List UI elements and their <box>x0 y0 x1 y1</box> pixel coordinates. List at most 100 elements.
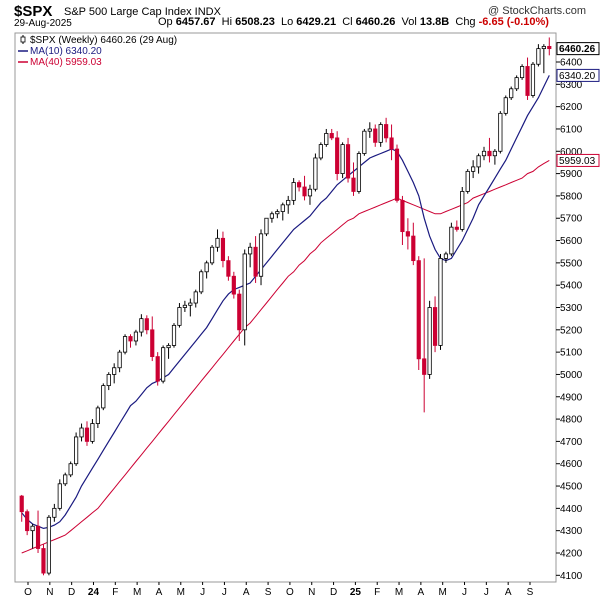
y-tick-label: 5000 <box>560 370 583 381</box>
y-tick-label: 5600 <box>560 236 583 247</box>
candle-body <box>471 166 476 172</box>
candle-body <box>541 45 546 50</box>
legend-price-text: $SPX (Weekly) 6460.26 (29 Aug) <box>30 35 177 46</box>
x-tick-label: J <box>462 587 467 598</box>
candle-body <box>280 204 285 212</box>
candle-body <box>204 262 209 273</box>
candle-body <box>188 302 193 306</box>
y-tick-label: 5100 <box>560 348 583 359</box>
open-value: 6457.67 <box>175 16 216 28</box>
y-tick-label: 4900 <box>560 392 583 403</box>
low-value: 6429.21 <box>296 16 337 28</box>
y-tick-label: 4600 <box>560 459 583 470</box>
ma10-price-badge-box <box>556 68 600 82</box>
x-tick-label: N <box>308 587 315 598</box>
candle-body <box>166 345 171 349</box>
plot-frame <box>14 32 557 583</box>
chg-value: -6.65 (-0.10%) <box>478 16 549 28</box>
vol-label: Vol <box>401 16 417 28</box>
candle-body <box>449 226 454 255</box>
candle-body <box>253 246 258 277</box>
candle-body <box>378 124 383 143</box>
legend-ma10-text: MA(10) 6340.20 <box>30 46 102 57</box>
candle-body <box>503 97 508 114</box>
candle-body <box>389 137 394 150</box>
x-tick-label: S <box>527 587 534 598</box>
candle-body <box>487 150 492 157</box>
last-price-badge: 6460.26 <box>556 42 600 56</box>
candle-body <box>46 516 51 574</box>
candle-body <box>335 137 340 174</box>
candle-body <box>84 427 90 442</box>
y-tick-label: 4700 <box>560 437 583 448</box>
candle-body <box>106 374 111 387</box>
candle-body <box>215 237 220 248</box>
candle-body <box>182 304 187 308</box>
x-tick-label: O <box>24 587 32 598</box>
candle-body <box>258 233 264 277</box>
x-tick-label: M <box>133 587 141 598</box>
candle-body <box>481 150 487 157</box>
symbol-title: $SPX <box>14 3 53 20</box>
candle-body <box>525 66 530 96</box>
candle-body <box>193 291 198 304</box>
ma10-price-badge: 6340.20 <box>556 68 600 82</box>
candle-body <box>460 191 465 230</box>
x-tick-label: O <box>286 587 294 598</box>
candle-body <box>209 246 215 264</box>
candle-body <box>95 407 100 424</box>
x-tick-label: 24 <box>88 587 100 598</box>
candle-body <box>318 144 323 159</box>
symbol-description: S&P 500 Large Cap Index INDX <box>64 6 221 18</box>
candle-body <box>547 45 552 50</box>
legend-price-swatch-body <box>20 36 26 43</box>
x-tick-label: S <box>265 587 272 598</box>
y-tick-label: 5900 <box>560 169 583 180</box>
candle-body <box>307 188 313 197</box>
candle-body <box>264 217 269 235</box>
legend-ma40-text: MA(40) 5959.03 <box>30 57 102 68</box>
y-tick-label: 5800 <box>560 191 583 202</box>
y-tick-label: 6400 <box>560 58 583 69</box>
candle-body <box>498 112 503 152</box>
source-credit: @ StockCharts.com <box>488 5 586 17</box>
y-tick-label: 5700 <box>560 214 583 225</box>
candle-body <box>275 211 280 215</box>
y-tick-label: 5500 <box>560 258 583 269</box>
x-tick-label: F <box>374 587 380 598</box>
candle-body <box>465 170 470 192</box>
x-tick-label: A <box>156 587 163 598</box>
y-tick-label: 4100 <box>560 571 583 582</box>
candle-body <box>313 157 318 190</box>
candle-body <box>536 48 541 65</box>
candle-body <box>133 331 139 342</box>
x-tick-label: A <box>243 587 250 598</box>
y-tick-label: 6200 <box>560 102 583 113</box>
candle-body <box>514 77 519 90</box>
candle-body <box>19 495 24 513</box>
candle-body <box>74 436 79 465</box>
candle-body <box>286 199 291 206</box>
y-tick-label: 6100 <box>560 124 583 135</box>
candle-body <box>112 367 117 375</box>
candle-body <box>63 474 68 485</box>
ma40-price-badge-box <box>556 153 600 167</box>
low-label: Lo <box>280 16 294 28</box>
candle-body <box>122 336 128 353</box>
candle-body <box>432 307 438 346</box>
candle-body <box>41 548 46 574</box>
candle-body <box>438 258 443 346</box>
candle-body <box>427 307 432 375</box>
x-tick-label: J <box>200 587 205 598</box>
candle-body <box>155 356 160 382</box>
vol-value: 13.8B <box>419 16 450 28</box>
x-tick-label: J <box>222 587 227 598</box>
candle-body <box>144 318 149 331</box>
last-price-badge-box <box>556 42 600 56</box>
candle-body <box>199 271 204 293</box>
candle-body <box>373 128 378 143</box>
candle-body <box>25 511 30 532</box>
open-label: Op <box>158 16 173 28</box>
x-tick-label: M <box>177 587 185 598</box>
high-label: Hi <box>221 16 233 28</box>
